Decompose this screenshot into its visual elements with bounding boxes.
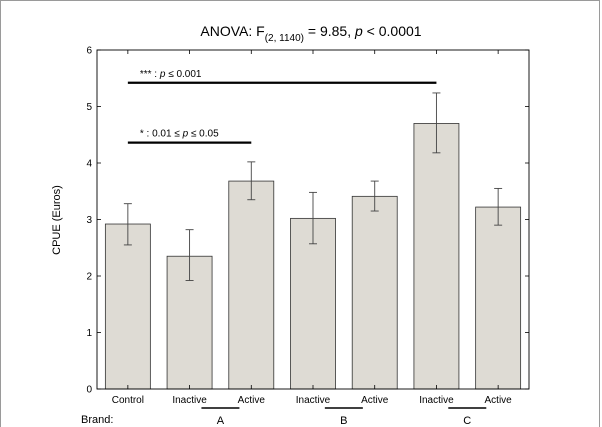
y-tick-label-2: 2 [86, 272, 92, 283]
bar-5 [413, 123, 460, 390]
bars-layer [104, 123, 522, 390]
significance-layer: *** : p ≤ 0.001 * : 0.01 ≤ p ≤ 0.05 [127, 69, 437, 144]
x-tick-label-1: Inactive [172, 395, 207, 406]
x-tick-label-5: Inactive [419, 395, 454, 406]
y-axis-title: CPUE (Euros) [51, 185, 63, 255]
y-tick-label-1: 1 [86, 328, 92, 339]
y-tick-label-4: 4 [86, 159, 92, 170]
brand-label-1: B [340, 415, 347, 427]
brand-row-label: Brand: [81, 414, 113, 426]
bar-0 [104, 223, 151, 390]
bar-2 [228, 180, 275, 390]
bar-4 [351, 195, 398, 390]
bar-6 [475, 206, 522, 390]
x-tick-label-4: Active [361, 395, 389, 406]
x-tick-label-3: Inactive [296, 395, 331, 406]
axes-layer: 0 1 2 3 4 5 6 Control Inactive Active Inactive Acti… [86, 46, 530, 406]
significance-label-0: *** : p ≤ 0.001 [140, 69, 202, 80]
y-tick-label-3: 3 [86, 215, 92, 226]
x-tick-label-6: Active [485, 395, 513, 406]
bar-3 [290, 217, 336, 390]
y-tick-label-0: 0 [86, 385, 92, 396]
error-bars-layer [123, 92, 503, 281]
brand-label-0: A [217, 415, 225, 427]
y-tick-label-5: 5 [86, 102, 92, 113]
significance-label-1: * : 0.01 ≤ p ≤ 0.05 [140, 129, 219, 140]
brand-groups-layer: A B C [201, 407, 487, 427]
x-tick-label-0: Control [112, 395, 144, 406]
chart-title: ANOVA: F(2, 1140) = 9.85, p < 0.0001 [200, 23, 421, 44]
y-tick-label-6: 6 [86, 46, 92, 57]
brand-label-2: C [463, 415, 471, 427]
x-tick-label-2: Active [238, 395, 266, 406]
